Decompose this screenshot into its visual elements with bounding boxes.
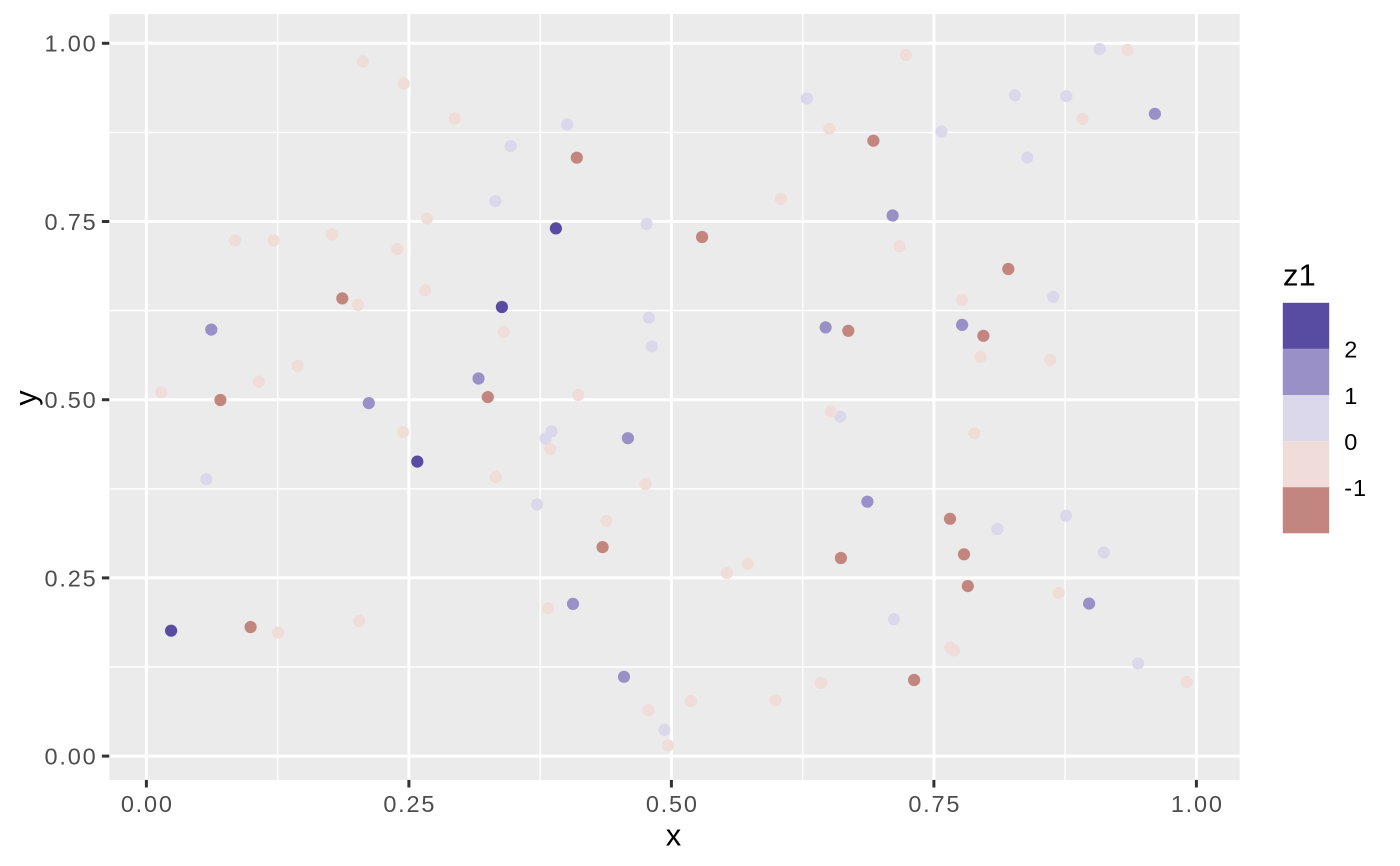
- svg-text:1.00: 1.00: [1171, 791, 1224, 817]
- svg-text:1: 1: [1344, 383, 1358, 409]
- svg-text:1.00: 1.00: [45, 31, 98, 57]
- svg-text:z1: z1: [1283, 258, 1316, 293]
- svg-text:0.50: 0.50: [45, 387, 98, 413]
- svg-text:2: 2: [1344, 337, 1358, 363]
- svg-text:0.50: 0.50: [646, 791, 699, 817]
- svg-text:0.25: 0.25: [45, 565, 98, 591]
- svg-text:y: y: [8, 390, 43, 406]
- svg-text:0: 0: [1344, 429, 1358, 455]
- svg-text:0.75: 0.75: [908, 791, 961, 817]
- svg-text:0.00: 0.00: [121, 791, 174, 817]
- svg-text:x: x: [666, 818, 682, 853]
- svg-text:0.00: 0.00: [45, 744, 98, 770]
- svg-text:-1: -1: [1344, 475, 1367, 501]
- svg-text:0.75: 0.75: [45, 209, 98, 235]
- svg-text:0.25: 0.25: [383, 791, 436, 817]
